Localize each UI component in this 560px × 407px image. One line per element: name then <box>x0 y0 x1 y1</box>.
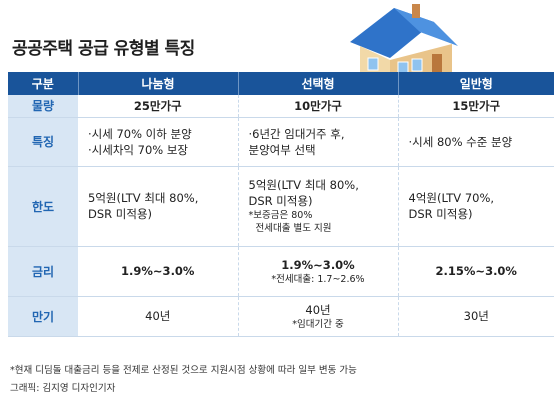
rate-choice-value: 1.9%~3.0% <box>281 257 355 272</box>
housing-types-table: 구분 나눔형 선택형 일반형 물량 25만가구 10만가구 15만가구 특징 ·… <box>8 72 554 337</box>
limit-choice-line2: DSR 미적용) <box>248 194 313 208</box>
features-sharing: ·시세 70% 이하 분양 ·시세차익 70% 보장 <box>78 117 238 167</box>
page-title: 공공주택 공급 유형별 특징 <box>12 39 195 59</box>
limit-sharing: 5억원(LTV 최대 80%, DSR 미적용) <box>78 166 238 247</box>
table-row-limit: 한도 5억원(LTV 최대 80%, DSR 미적용) 5억원(LTV 최대 8… <box>8 166 554 247</box>
header-choice-type: 선택형 <box>237 72 398 95</box>
supply-sharing: 25만가구 <box>78 95 238 118</box>
supply-choice: 10만가구 <box>237 95 398 118</box>
table-row-features: 특징 ·시세 70% 이하 분양 ·시세차익 70% 보장 ·6년간 임대거주 … <box>8 117 554 167</box>
row-label-rate: 금리 <box>8 246 78 297</box>
table-row-rate: 금리 1.9%~3.0% 1.9%~3.0% *전세대출: 1.7~2.6% 2… <box>8 246 554 297</box>
row-label-term: 만기 <box>8 296 78 337</box>
row-label-features: 특징 <box>8 117 78 167</box>
limit-choice: 5억원(LTV 최대 80%, DSR 미적용) *보증금은 80% 전세대출 … <box>237 166 398 247</box>
term-choice-value: 40년 <box>305 302 331 317</box>
features-general: ·시세 80% 수준 분양 <box>397 117 554 167</box>
limit-general-line1: 4억원(LTV 70%, <box>408 191 495 205</box>
limit-choice-note2: 전세대출 별도 지원 <box>255 223 332 234</box>
term-sharing: 40년 <box>78 296 238 337</box>
features-choice-line2: 분양여부 선택 <box>248 142 316 157</box>
footnote: *현재 디딤돌 대출금리 등을 전제로 산정된 것으로 지원시점 상황에 따라 … <box>10 365 357 376</box>
table-row-supply: 물량 25만가구 10만가구 15만가구 <box>8 95 554 118</box>
rate-choice: 1.9%~3.0% *전세대출: 1.7~2.6% <box>237 246 398 297</box>
row-label-limit: 한도 <box>8 166 78 247</box>
term-choice-note: *임대기간 중 <box>292 318 344 330</box>
limit-general: 4억원(LTV 70%, DSR 미적용) <box>397 166 554 247</box>
limit-choice-note1: *보증금은 80% <box>248 210 313 221</box>
supply-general: 15만가구 <box>397 95 554 118</box>
features-sharing-line2: ·시세차익 70% 보장 <box>88 142 189 157</box>
term-choice: 40년 *임대기간 중 <box>237 296 398 337</box>
rate-general: 2.15%~3.0% <box>397 246 554 297</box>
table-row-term: 만기 40년 40년 *임대기간 중 30년 <box>8 296 554 337</box>
limit-general-line2: DSR 미적용) <box>408 207 473 221</box>
rate-choice-note: *전세대출: 1.7~2.6% <box>271 273 365 285</box>
limit-sharing-line2: DSR 미적용) <box>88 207 153 221</box>
table-header-row: 구분 나눔형 선택형 일반형 <box>8 72 554 95</box>
features-choice-line1: ·6년간 임대거주 후, <box>248 126 345 141</box>
graphic-credit: 그래픽: 김지영 디자인기자 <box>10 383 116 394</box>
term-general: 30년 <box>397 296 554 337</box>
header-general-type: 일반형 <box>397 72 554 95</box>
limit-choice-line1: 5억원(LTV 최대 80%, <box>248 178 359 192</box>
features-sharing-line1: ·시세 70% 이하 분양 <box>88 126 192 141</box>
limit-sharing-line1: 5억원(LTV 최대 80%, <box>88 191 199 205</box>
header-category: 구분 <box>8 72 78 95</box>
features-general-line1: ·시세 80% 수준 분양 <box>408 134 513 149</box>
header-sharing-type: 나눔형 <box>77 72 238 95</box>
features-choice: ·6년간 임대거주 후, 분양여부 선택 <box>237 117 398 167</box>
row-label-supply: 물량 <box>8 95 78 118</box>
rate-sharing: 1.9%~3.0% <box>78 246 238 297</box>
